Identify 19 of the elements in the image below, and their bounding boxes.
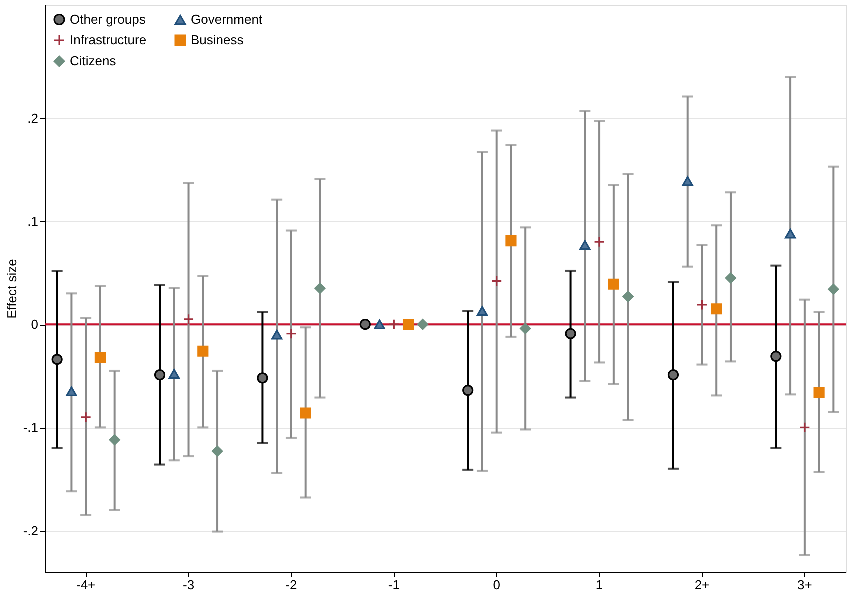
y-tick-label: .2	[28, 110, 38, 126]
x-tick-label: 0	[493, 578, 500, 592]
y-tick-label: -.1	[23, 420, 38, 436]
y-tick-label: -.2	[23, 523, 38, 538]
y-tick-label: .1	[28, 214, 38, 229]
legend-label: Business	[191, 32, 244, 48]
legend-label: Other groups	[70, 12, 146, 27]
x-tick-label: -4+	[76, 578, 96, 592]
x-tick-label: 1	[596, 578, 604, 592]
x-tick-label: -2	[286, 578, 298, 592]
x-tick-label: 2+	[694, 578, 710, 592]
x-tick-label: -1	[388, 578, 400, 592]
y-axis-title: Effect size	[4, 259, 20, 319]
legend-label: Government	[191, 12, 263, 28]
legend-label: Citizens	[70, 54, 117, 68]
x-tick-label: 3+	[798, 578, 812, 592]
legend-label: Infrastructure	[70, 32, 147, 48]
y-tick-label: 0	[31, 317, 38, 332]
x-tick-label: -3	[182, 578, 195, 592]
